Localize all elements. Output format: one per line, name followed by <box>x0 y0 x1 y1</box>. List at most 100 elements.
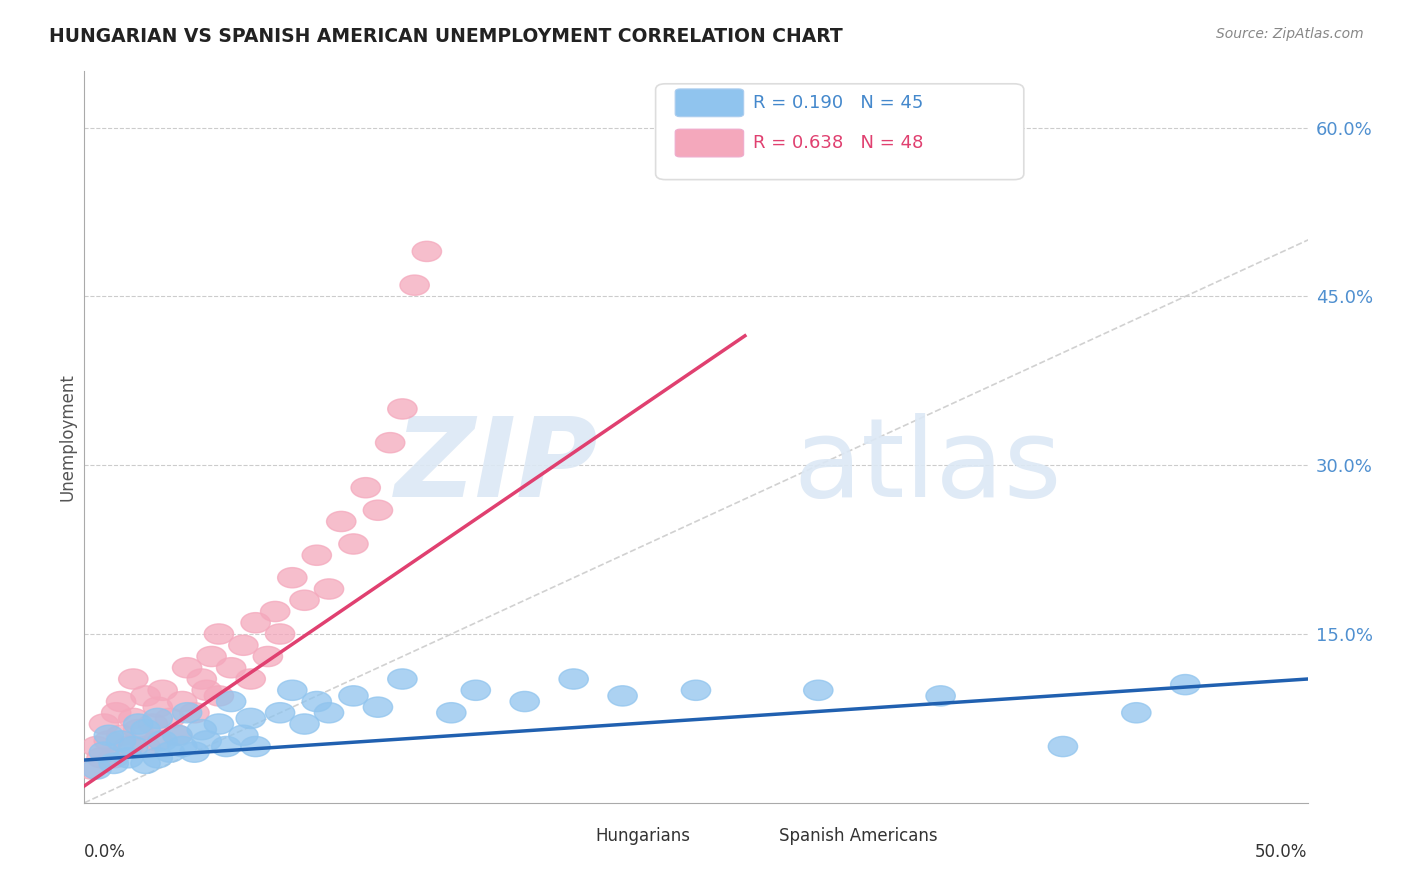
Text: HUNGARIAN VS SPANISH AMERICAN UNEMPLOYMENT CORRELATION CHART: HUNGARIAN VS SPANISH AMERICAN UNEMPLOYME… <box>49 27 844 45</box>
FancyBboxPatch shape <box>675 129 744 157</box>
Ellipse shape <box>131 753 160 773</box>
Ellipse shape <box>510 691 540 712</box>
Ellipse shape <box>302 545 332 566</box>
FancyBboxPatch shape <box>675 89 744 117</box>
Ellipse shape <box>204 714 233 734</box>
Ellipse shape <box>290 591 319 610</box>
Ellipse shape <box>118 737 148 756</box>
Text: Spanish Americans: Spanish Americans <box>779 827 938 845</box>
Ellipse shape <box>187 720 217 739</box>
Ellipse shape <box>167 691 197 712</box>
Ellipse shape <box>388 399 418 419</box>
Ellipse shape <box>193 731 221 751</box>
Ellipse shape <box>266 624 295 644</box>
Ellipse shape <box>94 725 124 746</box>
Ellipse shape <box>412 241 441 261</box>
Text: R = 0.190   N = 45: R = 0.190 N = 45 <box>754 94 924 112</box>
Ellipse shape <box>89 742 118 763</box>
Ellipse shape <box>155 708 184 729</box>
Ellipse shape <box>236 708 266 729</box>
Ellipse shape <box>240 613 270 633</box>
Ellipse shape <box>101 703 131 723</box>
Y-axis label: Unemployment: Unemployment <box>58 373 76 501</box>
Ellipse shape <box>315 579 343 599</box>
Ellipse shape <box>560 669 588 690</box>
Ellipse shape <box>114 737 143 756</box>
Ellipse shape <box>107 691 136 712</box>
Ellipse shape <box>204 624 233 644</box>
Ellipse shape <box>131 686 160 706</box>
Ellipse shape <box>260 601 290 622</box>
Ellipse shape <box>143 697 173 717</box>
Ellipse shape <box>229 635 259 656</box>
Bar <box>555 825 586 847</box>
Ellipse shape <box>138 714 167 734</box>
Ellipse shape <box>118 708 148 729</box>
Text: atlas: atlas <box>794 413 1063 520</box>
Ellipse shape <box>277 567 307 588</box>
Ellipse shape <box>94 731 124 751</box>
Ellipse shape <box>217 691 246 712</box>
Ellipse shape <box>124 714 153 734</box>
Ellipse shape <box>204 686 233 706</box>
Ellipse shape <box>131 737 160 756</box>
Ellipse shape <box>352 477 381 498</box>
Ellipse shape <box>82 737 111 756</box>
Ellipse shape <box>1171 674 1199 695</box>
Ellipse shape <box>180 703 209 723</box>
Ellipse shape <box>114 747 143 768</box>
Ellipse shape <box>388 669 418 690</box>
Ellipse shape <box>607 686 637 706</box>
Ellipse shape <box>193 680 221 700</box>
Text: 50.0%: 50.0% <box>1256 843 1308 861</box>
Ellipse shape <box>143 747 173 768</box>
Ellipse shape <box>187 669 217 690</box>
Ellipse shape <box>167 737 197 756</box>
Ellipse shape <box>143 731 173 751</box>
Ellipse shape <box>266 703 295 723</box>
Text: Hungarians: Hungarians <box>596 827 690 845</box>
Ellipse shape <box>339 533 368 554</box>
Ellipse shape <box>375 433 405 453</box>
Ellipse shape <box>240 737 270 756</box>
Ellipse shape <box>302 691 332 712</box>
Ellipse shape <box>173 703 202 723</box>
Ellipse shape <box>339 686 368 706</box>
Ellipse shape <box>326 511 356 532</box>
Ellipse shape <box>437 703 465 723</box>
Ellipse shape <box>290 714 319 734</box>
Ellipse shape <box>98 753 128 773</box>
Ellipse shape <box>107 725 136 746</box>
Ellipse shape <box>89 714 118 734</box>
Ellipse shape <box>155 742 184 763</box>
Ellipse shape <box>229 725 259 746</box>
Text: 0.0%: 0.0% <box>84 843 127 861</box>
FancyBboxPatch shape <box>655 84 1024 179</box>
Text: ZIP: ZIP <box>395 413 598 520</box>
Ellipse shape <box>180 742 209 763</box>
Ellipse shape <box>461 680 491 700</box>
Ellipse shape <box>211 737 240 756</box>
Ellipse shape <box>277 680 307 700</box>
Ellipse shape <box>124 720 153 739</box>
Ellipse shape <box>143 708 173 729</box>
Ellipse shape <box>197 647 226 666</box>
Ellipse shape <box>1122 703 1152 723</box>
Ellipse shape <box>399 275 429 295</box>
Bar <box>738 825 769 847</box>
Ellipse shape <box>98 747 128 768</box>
Ellipse shape <box>1049 737 1077 756</box>
Ellipse shape <box>163 725 193 746</box>
Text: Source: ZipAtlas.com: Source: ZipAtlas.com <box>1216 27 1364 41</box>
Ellipse shape <box>253 647 283 666</box>
Ellipse shape <box>804 680 832 700</box>
Text: R = 0.638   N = 48: R = 0.638 N = 48 <box>754 134 924 152</box>
Ellipse shape <box>315 703 343 723</box>
Ellipse shape <box>148 731 177 751</box>
Ellipse shape <box>236 669 266 690</box>
Ellipse shape <box>363 500 392 520</box>
Ellipse shape <box>173 657 202 678</box>
Ellipse shape <box>118 669 148 690</box>
Ellipse shape <box>131 720 160 739</box>
Ellipse shape <box>148 680 177 700</box>
